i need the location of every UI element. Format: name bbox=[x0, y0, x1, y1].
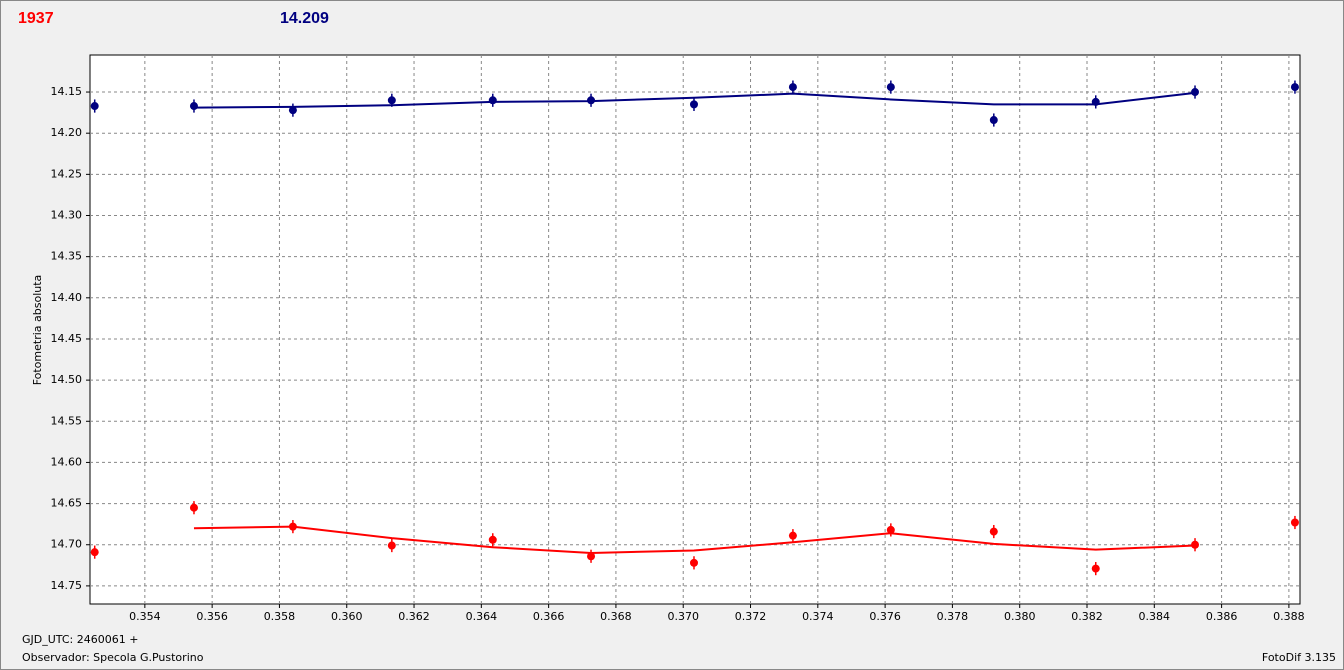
point bbox=[587, 96, 596, 105]
point bbox=[488, 535, 497, 544]
y-tick-label: 14.50 bbox=[51, 373, 83, 386]
x-tick-label: 0.366 bbox=[533, 610, 565, 623]
observer: Observador: Specola G.Pustorino bbox=[22, 651, 204, 664]
x-tick-label: 0.362 bbox=[398, 610, 430, 623]
x-tick-label: 0.376 bbox=[869, 610, 901, 623]
point bbox=[587, 552, 596, 561]
x-tick-label: 0.384 bbox=[1139, 610, 1171, 623]
y-tick-label: 14.35 bbox=[51, 250, 83, 263]
y-tick-label: 14.45 bbox=[51, 332, 83, 345]
x-axis-label: GJD_UTC: 2460061 + bbox=[22, 633, 138, 646]
point bbox=[387, 541, 396, 550]
point bbox=[488, 96, 497, 105]
fit-line bbox=[193, 525, 1196, 554]
x-tick-label: 0.372 bbox=[735, 610, 767, 623]
point bbox=[1191, 88, 1200, 97]
x-tick-label: 0.354 bbox=[129, 610, 161, 623]
point bbox=[288, 106, 297, 115]
y-tick-label: 14.70 bbox=[51, 538, 83, 551]
point bbox=[689, 558, 698, 567]
point bbox=[387, 96, 396, 105]
point bbox=[189, 503, 198, 512]
header-left: 1937 bbox=[18, 10, 54, 27]
point bbox=[886, 525, 895, 534]
y-tick-label: 14.15 bbox=[51, 85, 83, 98]
point bbox=[788, 83, 797, 92]
x-tick-label: 0.388 bbox=[1273, 610, 1305, 623]
point bbox=[788, 531, 797, 540]
x-tick-label: 0.356 bbox=[196, 610, 228, 623]
x-tick-label: 0.358 bbox=[264, 610, 296, 623]
x-tick-label: 0.370 bbox=[667, 610, 699, 623]
y-tick-label: 14.30 bbox=[51, 209, 83, 222]
point bbox=[1091, 97, 1100, 106]
x-tick-label: 0.380 bbox=[1004, 610, 1036, 623]
y-tick-label: 14.40 bbox=[51, 291, 83, 304]
y-axis-label: Fotometria absoluta bbox=[31, 275, 44, 386]
point bbox=[189, 102, 198, 111]
point bbox=[989, 116, 998, 125]
x-tick-label: 0.382 bbox=[1071, 610, 1103, 623]
point bbox=[288, 522, 297, 531]
header-value: 14.209 bbox=[280, 10, 329, 27]
point bbox=[1290, 518, 1299, 527]
x-tick-label: 0.386 bbox=[1206, 610, 1238, 623]
y-tick-label: 14.20 bbox=[51, 126, 83, 139]
point bbox=[1191, 540, 1200, 549]
point bbox=[1091, 564, 1100, 573]
point bbox=[989, 527, 998, 536]
x-tick-label: 0.368 bbox=[600, 610, 632, 623]
point bbox=[689, 100, 698, 109]
point bbox=[886, 83, 895, 92]
y-tick-label: 14.25 bbox=[51, 167, 83, 180]
point bbox=[1290, 83, 1299, 92]
x-tick-label: 0.364 bbox=[466, 610, 498, 623]
y-tick-label: 14.55 bbox=[51, 414, 83, 427]
x-tick-label: 0.374 bbox=[802, 610, 834, 623]
y-tick-label: 14.60 bbox=[51, 455, 83, 468]
point bbox=[90, 548, 99, 557]
plot-area bbox=[89, 54, 1301, 605]
y-tick-label: 14.75 bbox=[51, 579, 83, 592]
point bbox=[90, 102, 99, 111]
x-tick-label: 0.378 bbox=[937, 610, 969, 623]
y-tick-label: 14.65 bbox=[51, 497, 83, 510]
version: FotoDif 3.135 bbox=[1262, 651, 1336, 664]
x-tick-label: 0.360 bbox=[331, 610, 363, 623]
